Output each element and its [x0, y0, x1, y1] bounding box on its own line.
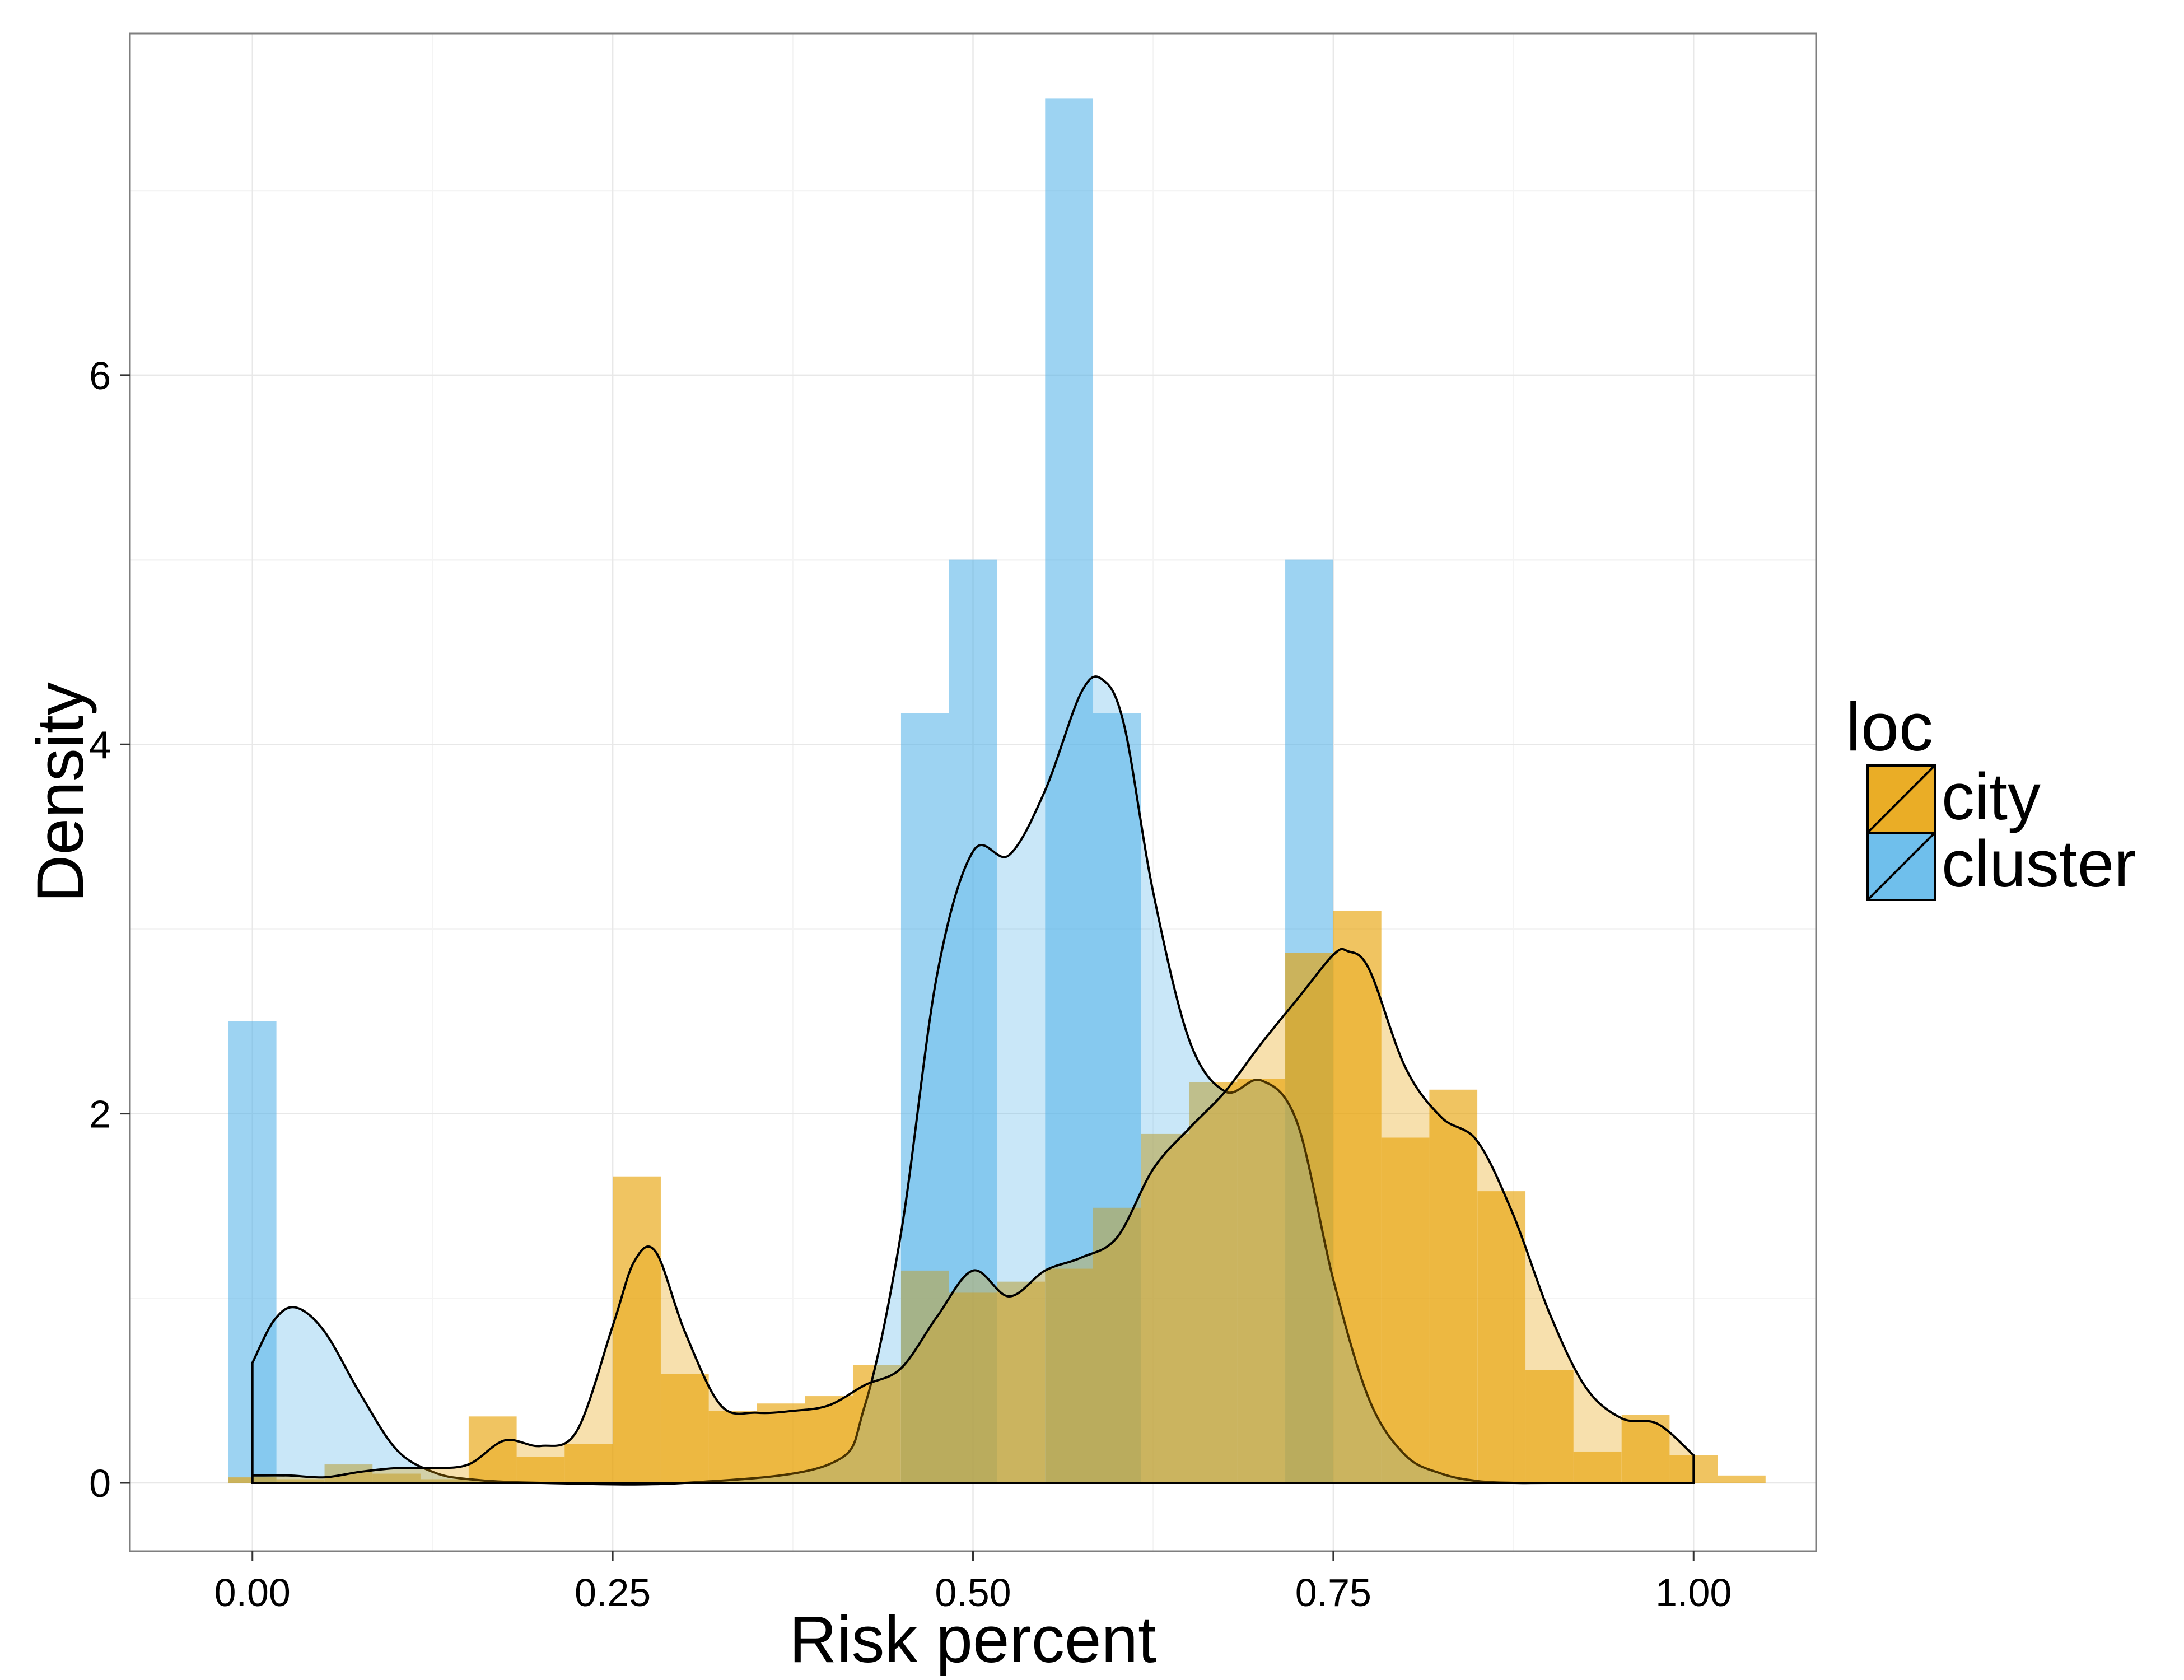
- histogram-bars: [228, 98, 1766, 1483]
- x-axis-title: Risk percent: [789, 1603, 1156, 1677]
- bar-city: [1525, 1370, 1574, 1483]
- bar-city: [1429, 1089, 1478, 1483]
- bar-city: [564, 1444, 613, 1483]
- x-tick-label: 1.00: [1655, 1571, 1732, 1614]
- bar-city: [613, 1176, 661, 1483]
- bar-city: [276, 1479, 325, 1483]
- bar-city: [1285, 953, 1333, 1483]
- density-curve-cluster: [251, 675, 1694, 1486]
- bar-city: [468, 1416, 517, 1483]
- legend-key-diagonal: [1866, 832, 1936, 901]
- density-curves: [251, 675, 1695, 1486]
- bar-city: [372, 1473, 421, 1483]
- bar-city: [708, 1411, 757, 1483]
- legend-entry-cluster: cluster: [1866, 827, 2136, 901]
- bar-city: [1381, 1137, 1430, 1483]
- bar-city: [420, 1479, 469, 1483]
- bar-city: [660, 1374, 709, 1483]
- bar-city: [805, 1396, 853, 1483]
- bar-city: [757, 1403, 805, 1483]
- histogram-city: [228, 910, 1766, 1483]
- bar-city: [1093, 1207, 1141, 1483]
- x-tick-label: 0.50: [935, 1571, 1011, 1614]
- legend-label-city: city: [1942, 760, 2041, 834]
- y-tick-label: 6: [89, 354, 111, 398]
- x-axis-ticks: 0.00 0.25 0.50 0.75 1.00: [214, 1551, 1732, 1614]
- x-tick-label: 0.25: [575, 1571, 651, 1614]
- bar-city: [1718, 1475, 1766, 1483]
- bar-city: [1045, 1268, 1094, 1483]
- bar-city: [1573, 1451, 1622, 1483]
- x-tick-label: 0.75: [1295, 1571, 1371, 1614]
- bar-city: [1189, 1082, 1238, 1483]
- y-tick-label: 0: [89, 1462, 111, 1505]
- y-axis-title: Density: [24, 682, 97, 902]
- bar-city: [1141, 1133, 1189, 1483]
- bar-city: [516, 1457, 565, 1483]
- bar-city: [997, 1281, 1046, 1483]
- bar-city: [1237, 1079, 1286, 1483]
- legend-key-diagonal: [1866, 764, 1936, 834]
- y-tick-label: 2: [89, 1093, 111, 1136]
- bar-cluster: [1045, 98, 1094, 1483]
- y-tick-label: 4: [89, 723, 111, 767]
- y-axis-ticks: 0 2 4 6: [89, 354, 130, 1505]
- bar-city: [900, 1270, 949, 1483]
- bar-city: [1477, 1191, 1526, 1483]
- legend-entry-city: city: [1866, 760, 2041, 834]
- legend-title: loc: [1846, 689, 1933, 765]
- legend-label-cluster: cluster: [1942, 827, 2136, 901]
- bar-city: [949, 1292, 997, 1483]
- density-curve-city: [251, 948, 1695, 1484]
- bar-city: [1333, 910, 1382, 1483]
- x-tick-label: 0.00: [214, 1571, 291, 1614]
